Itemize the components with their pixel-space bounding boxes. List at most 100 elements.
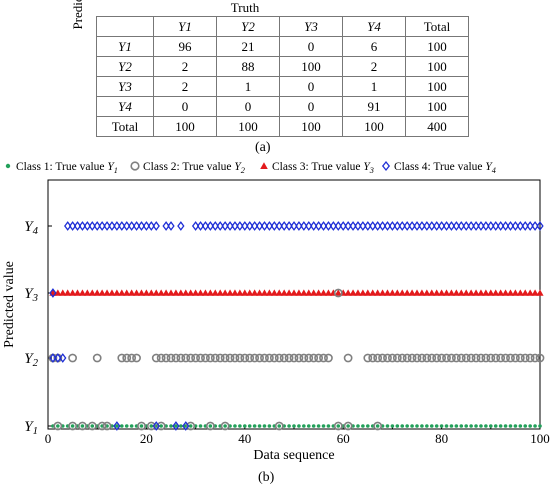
row-label: Y3 [96,76,154,97]
class2-point [166,353,176,363]
class2-point [373,421,383,431]
y-tick-label: Y1 [24,419,38,437]
class1-point [533,424,537,428]
class3-point [83,289,91,296]
class1-point [115,424,119,428]
cell: 6 [342,36,406,57]
class2-point [274,421,284,431]
class4-point [88,221,96,231]
legend-marker [130,161,140,171]
class4-point [305,221,313,231]
class2-point [387,353,397,363]
class4-point [132,221,141,231]
class3-point [152,289,160,296]
class4-point [211,221,219,231]
legend-marker [5,163,11,169]
class2-point [520,353,530,363]
class3-point [428,289,436,296]
class1-point [410,424,414,428]
y-tick-label: Y3 [24,286,38,304]
class2-point [451,353,461,363]
class4-point [216,221,224,231]
class4-point [428,221,436,231]
class2-point [496,353,506,363]
class2-point [309,353,319,363]
class4-point [403,221,411,231]
class2-point [412,353,422,363]
class2-point [417,353,427,363]
class3-point [201,289,210,296]
class3-point [506,289,515,296]
class4-point [93,221,101,231]
class4-point [349,221,357,231]
confusion-matrix-figure: Truth Predicted Y1 Y2 Y3 Y4 Total Y1 96 … [0,0,550,155]
col-header: Y1 [153,16,217,37]
class4-point [423,221,431,231]
class1-point [233,424,237,428]
class1-point [336,424,341,428]
cell: 100 [405,96,469,117]
class2-point [186,421,196,431]
class1-point [267,424,272,428]
class4-point [241,221,249,231]
class3-point [433,289,441,296]
class4-point [472,221,480,231]
class2-point [319,353,328,363]
class1-point [169,424,173,428]
class2-point [156,353,166,363]
class3-point [452,289,460,296]
class3-point [413,289,421,296]
cell: 1 [216,76,280,97]
class4-point [482,221,490,231]
class4-point [172,421,180,431]
class3-point [398,289,406,296]
class4-point [206,221,215,231]
class3-point [521,289,529,296]
class1-point [503,424,508,428]
cell: 0 [153,96,217,117]
class3-point [497,289,505,296]
class1-point [306,424,311,428]
class1-point [70,424,75,428]
class1-point [129,424,134,428]
class4-point [373,221,382,231]
class2-point [87,421,97,431]
class3-point [108,289,116,296]
class1-point [120,424,124,428]
class4-point [477,221,485,231]
class2-point [392,353,402,363]
class3-point [472,289,480,296]
class1-point [429,424,434,428]
class4-point [73,221,82,231]
class1-point [434,424,439,428]
class4-point [359,221,367,231]
cell: 100 [216,116,280,137]
class1-point [439,424,444,428]
class4-point [300,221,308,231]
x-tick-label: 80 [435,431,448,446]
cell: 100 [342,116,406,137]
class3-point [511,289,519,296]
class1-point [366,424,370,428]
class2-point [191,353,200,363]
row-label: Y1 [96,36,154,57]
class2-point [442,353,451,363]
cell: 0 [279,96,343,117]
class2-point [171,353,181,363]
class3-point [113,289,121,296]
y-axis-label: Predicted value [2,261,17,348]
class3-point [482,289,490,296]
class1-point [361,424,365,428]
class1-point [292,424,296,428]
class3-point [59,289,67,296]
class1-point [208,424,213,428]
class4-point [68,221,77,231]
class1-point [346,424,350,428]
class1-point [277,424,282,428]
class2-point [397,353,407,363]
class4-point [162,221,170,231]
cell: 100 [405,56,469,77]
class2-point [486,353,496,363]
row-label-text: Y3 [118,78,132,94]
class4-point [531,221,539,231]
